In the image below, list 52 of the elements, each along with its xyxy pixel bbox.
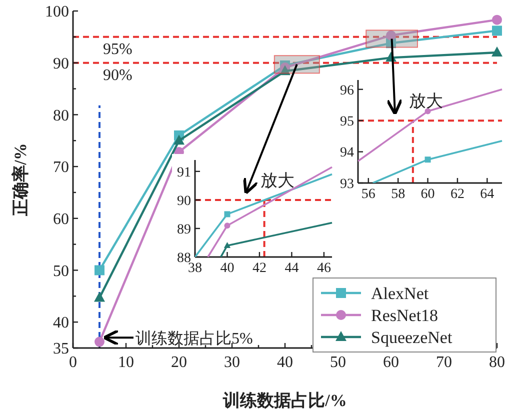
x-tick-label: 60 xyxy=(420,187,435,202)
y-tick-label: 89 xyxy=(177,222,191,238)
x-tick-label: 38 xyxy=(188,261,202,276)
x-tick-label: 40 xyxy=(277,354,293,371)
point xyxy=(280,65,290,76)
x-tick-label: 46 xyxy=(316,261,331,276)
x-axis-title: 训练数据占比/% xyxy=(222,391,347,410)
x-tick-label: 42 xyxy=(252,261,266,276)
annotation: 训练数据占比5% xyxy=(136,330,253,348)
x-tick-label: 0 xyxy=(69,354,77,371)
y-tick-label: 90 xyxy=(177,194,191,209)
point xyxy=(492,14,502,25)
y-axis-title: 正确率/% xyxy=(11,143,30,217)
point xyxy=(492,26,502,36)
x-tick-label: 62 xyxy=(450,187,464,202)
y-tick-label: 80 xyxy=(53,107,69,124)
y-tick-label: 90 xyxy=(53,55,69,72)
point xyxy=(492,46,502,56)
x-tick-label: 40 xyxy=(220,261,234,276)
y-tick-label: 88 xyxy=(177,250,191,266)
x-tick-label: 64 xyxy=(480,187,494,202)
x-tick-label: 58 xyxy=(391,187,406,202)
x-tick-label: 56 xyxy=(361,187,376,202)
point xyxy=(386,30,396,40)
x-tick-label: 60 xyxy=(383,354,399,371)
y-tick-label: 100 xyxy=(45,4,69,21)
ref-line-label: 90% xyxy=(103,66,132,84)
x-tick-label: 10 xyxy=(118,354,134,371)
x-tick-label: 70 xyxy=(436,354,452,371)
point xyxy=(94,336,104,347)
y-tick-label: 40 xyxy=(53,314,69,332)
x-tick-label: 30 xyxy=(224,354,240,371)
ref-line-label: 95% xyxy=(103,40,132,58)
point xyxy=(94,265,104,276)
y-tick-label: 70 xyxy=(53,159,69,176)
y-tick-label: 94 xyxy=(340,146,354,161)
annotation: 放大 xyxy=(260,170,294,190)
x-tick-label: 44 xyxy=(284,261,299,276)
point xyxy=(94,292,105,302)
x-tick-label: 20 xyxy=(171,354,187,371)
y-tick-label: 96 xyxy=(340,83,354,98)
legend-label: SqueezeNet xyxy=(371,328,452,347)
legend-label: ResNet18 xyxy=(371,306,438,325)
y-tick-label: 95 xyxy=(340,114,354,130)
legend-label: AlexNet xyxy=(371,284,429,303)
x-tick-label: 80 xyxy=(489,354,505,371)
y-tick-label: 91 xyxy=(177,165,191,180)
y-tick-label: 35 xyxy=(53,340,69,358)
point xyxy=(174,134,184,145)
y-tick-label: 93 xyxy=(340,176,354,192)
y-tick-label: 60 xyxy=(53,210,69,228)
annotation: 放大 xyxy=(408,92,443,111)
